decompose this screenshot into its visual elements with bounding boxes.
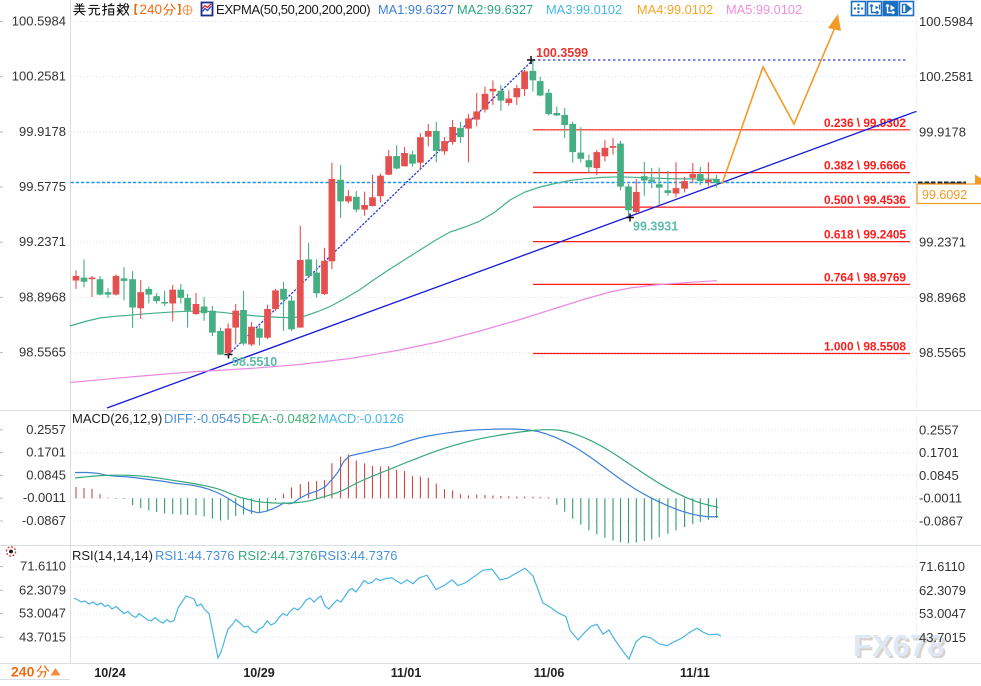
- svg-text:0.236 \ 99.9302: 0.236 \ 99.9302: [824, 116, 906, 130]
- svg-text:100.5984: 100.5984: [919, 14, 973, 29]
- svg-text:0.618 \ 99.2405: 0.618 \ 99.2405: [824, 228, 906, 242]
- svg-text:43.7015: 43.7015: [19, 629, 66, 644]
- svg-text:62.3079: 62.3079: [19, 582, 66, 597]
- svg-text:11/01: 11/01: [391, 666, 422, 680]
- svg-text:DEA:-0.0482: DEA:-0.0482: [242, 411, 316, 426]
- svg-text:11/11: 11/11: [680, 666, 710, 680]
- svg-text:FX678: FX678: [855, 630, 946, 665]
- svg-text:RSI3:44.7376: RSI3:44.7376: [318, 548, 398, 563]
- svg-text:RSI2:44.7376: RSI2:44.7376: [238, 548, 318, 563]
- svg-text:MA2:99.6327: MA2:99.6327: [457, 2, 533, 17]
- svg-text:240: 240: [140, 2, 163, 17]
- svg-text:MA4:99.0102: MA4:99.0102: [637, 2, 713, 17]
- svg-text:98.5565: 98.5565: [919, 345, 966, 360]
- svg-text:53.0047: 53.0047: [19, 606, 66, 621]
- svg-text:MACD:-0.0126: MACD:-0.0126: [318, 411, 404, 426]
- svg-text:0.0845: 0.0845: [919, 468, 959, 483]
- svg-text:98.8968: 98.8968: [919, 290, 966, 305]
- svg-text:-0.0011: -0.0011: [23, 490, 66, 505]
- svg-text:0.1701: 0.1701: [26, 445, 66, 460]
- svg-text:99.3931: 99.3931: [633, 220, 678, 234]
- svg-text:99.9178: 99.9178: [19, 124, 66, 139]
- svg-text:0.2557: 0.2557: [919, 422, 959, 437]
- svg-text:62.3079: 62.3079: [919, 583, 966, 598]
- svg-text:10/29: 10/29: [243, 666, 274, 680]
- svg-text:100.2581: 100.2581: [12, 69, 66, 84]
- svg-text:99.2371: 99.2371: [919, 235, 966, 250]
- svg-text:100.2581: 100.2581: [919, 69, 973, 84]
- svg-text:98.5510: 98.5510: [232, 355, 277, 369]
- svg-text:EXPMA(50,50,200,200,200): EXPMA(50,50,200,200,200): [216, 2, 370, 17]
- svg-text:71.6110: 71.6110: [919, 559, 965, 574]
- svg-text:98.5565: 98.5565: [19, 345, 66, 360]
- svg-text:11/06: 11/06: [534, 666, 565, 680]
- svg-text:0.0845: 0.0845: [26, 467, 66, 482]
- svg-text:100.3599: 100.3599: [536, 46, 588, 60]
- svg-text:MA5:99.0102: MA5:99.0102: [726, 2, 802, 17]
- svg-text:0.500 \ 99.4536: 0.500 \ 99.4536: [824, 193, 906, 207]
- svg-text:99.5775: 99.5775: [19, 179, 66, 194]
- svg-text:MACD(26,12,9): MACD(26,12,9): [72, 411, 162, 426]
- svg-text:FX678: FX678: [853, 628, 944, 663]
- svg-text:-0.0867: -0.0867: [22, 513, 66, 528]
- svg-text:53.0047: 53.0047: [919, 606, 966, 621]
- svg-text:240: 240: [11, 664, 35, 680]
- svg-text:99.9178: 99.9178: [919, 124, 966, 139]
- svg-text:0.764 \ 98.9769: 0.764 \ 98.9769: [824, 270, 906, 284]
- svg-text:0.382 \ 99.6666: 0.382 \ 99.6666: [824, 159, 906, 173]
- svg-text:10/24: 10/24: [94, 666, 125, 680]
- svg-text:RSI1:44.7376: RSI1:44.7376: [155, 548, 235, 563]
- svg-text:0.2557: 0.2557: [26, 422, 66, 437]
- svg-text:-0.0867: -0.0867: [919, 514, 963, 529]
- svg-text:43.7015: 43.7015: [919, 630, 966, 645]
- svg-text:1.000 \ 98.5508: 1.000 \ 98.5508: [824, 340, 906, 354]
- svg-text:98.8968: 98.8968: [19, 289, 66, 304]
- svg-text:100.5984: 100.5984: [12, 14, 66, 29]
- svg-text:99.2371: 99.2371: [19, 234, 66, 249]
- svg-text:MA3:99.0102: MA3:99.0102: [546, 2, 622, 17]
- svg-text:-0.0011: -0.0011: [919, 491, 962, 506]
- svg-text:DIFF:-0.0545: DIFF:-0.0545: [164, 411, 241, 426]
- svg-text:71.6110: 71.6110: [20, 559, 66, 574]
- svg-text:0.1701: 0.1701: [919, 445, 959, 460]
- svg-text:RSI(14,14,14): RSI(14,14,14): [72, 548, 153, 563]
- svg-text:99.6092: 99.6092: [922, 188, 967, 202]
- svg-text:MA1:99.6327: MA1:99.6327: [378, 2, 454, 17]
